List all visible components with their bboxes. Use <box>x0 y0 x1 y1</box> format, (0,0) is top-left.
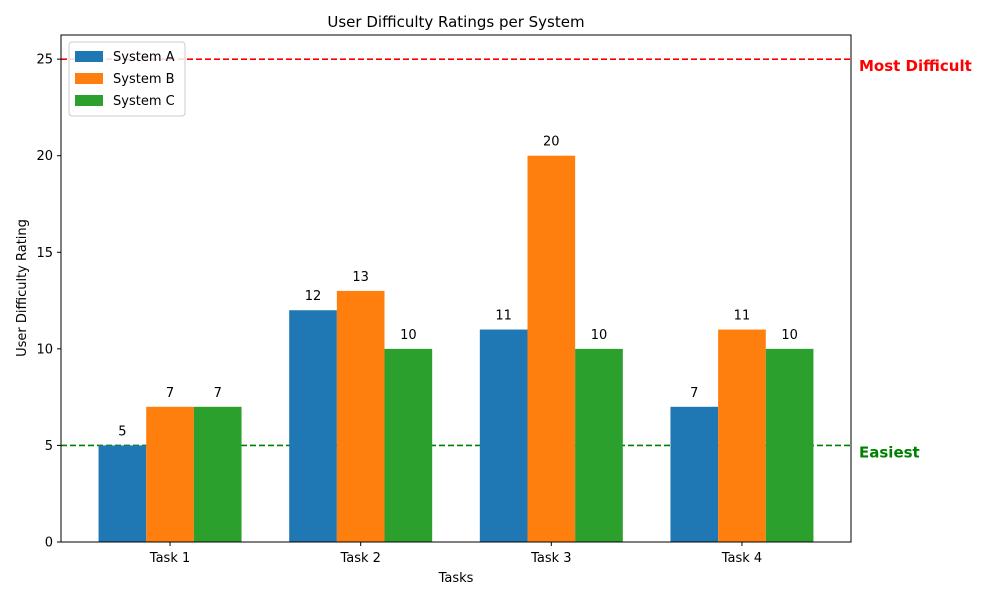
y-tick-label-1: 5 <box>45 439 53 454</box>
x-tick-label-2: Task 3 <box>530 551 571 566</box>
y-tick-label-0: 0 <box>45 536 53 551</box>
legend-label-3: System C <box>113 94 175 109</box>
bar-value-labels: 5 12 11 7 7 13 20 11 7 10 10 10 <box>118 135 798 440</box>
bar-value-label-1-3: 11 <box>495 309 512 324</box>
legend-swatch-2 <box>75 73 103 84</box>
reference-line-label-0: Most Difficult <box>859 57 972 75</box>
bar-value-label-2-3: 20 <box>543 135 560 150</box>
bar-3-2 <box>384 348 433 542</box>
y-tick-label-2: 10 <box>36 342 53 357</box>
bar-2-3 <box>527 155 576 542</box>
y-tick-label-3: 15 <box>36 246 53 261</box>
y-tick-label-5: 25 <box>36 53 53 68</box>
bar-value-label-1-1: 5 <box>118 424 126 439</box>
bar-value-label-2-1: 7 <box>166 386 174 401</box>
legend-swatch-3 <box>75 95 103 106</box>
bar-2-2 <box>336 290 385 542</box>
bar-3-4 <box>765 348 814 542</box>
y-axis-label: User Difficulty Rating <box>15 219 30 357</box>
bar-3-3 <box>575 348 623 542</box>
bar-value-label-3-3: 10 <box>591 328 608 343</box>
bar-value-label-2-2: 13 <box>352 270 369 285</box>
bar-value-label-3-2: 10 <box>400 328 417 343</box>
legend-label-2: System B <box>113 72 175 87</box>
legend-swatch-1 <box>75 51 103 62</box>
y-tick-label-4: 20 <box>36 149 53 164</box>
bar-2-4 <box>718 329 766 542</box>
bar-value-label-1-4: 7 <box>690 386 698 401</box>
x-axis: Task 1 Task 2 Task 3 Task 4 <box>149 542 762 566</box>
bar-value-label-3-1: 7 <box>214 386 222 401</box>
bar-value-label-2-4: 11 <box>734 309 751 324</box>
bar-1-3 <box>479 329 528 542</box>
x-tick-label-1: Task 2 <box>339 551 380 566</box>
x-tick-label-0: Task 1 <box>149 551 190 566</box>
bar-3-1 <box>193 406 242 542</box>
bars-group <box>98 155 814 542</box>
plot-frame <box>60 34 852 543</box>
legend-label-1: System A <box>113 50 175 65</box>
x-tick-label-3: Task 4 <box>721 551 762 566</box>
bar-2-1 <box>146 406 194 542</box>
bar-1-1 <box>98 445 147 542</box>
x-axis-label: Tasks <box>438 571 474 586</box>
chart-title: User Difficulty Ratings per System <box>327 13 584 31</box>
legend: System A System B System C <box>68 41 186 117</box>
bar-value-label-3-4: 10 <box>781 328 798 343</box>
bar-value-label-1-2: 12 <box>305 289 322 304</box>
y-axis: 0 5 10 15 20 25 <box>36 53 61 551</box>
bar-1-4 <box>670 406 719 542</box>
bar-1-2 <box>289 310 337 542</box>
reference-line-label-1: Easiest <box>859 443 920 461</box>
